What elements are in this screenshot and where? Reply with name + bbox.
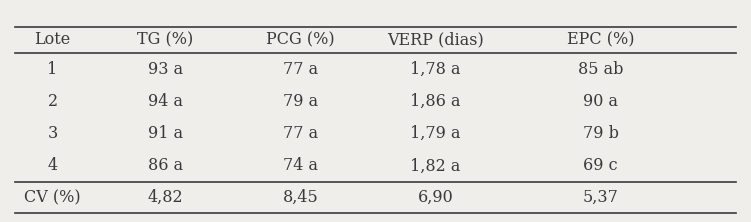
Text: 69 c: 69 c <box>584 157 618 174</box>
Text: 93 a: 93 a <box>148 61 182 78</box>
Text: 91 a: 91 a <box>148 125 182 142</box>
Text: VERP (dias): VERP (dias) <box>388 32 484 48</box>
Text: 1,86 a: 1,86 a <box>410 93 461 110</box>
Text: 77 a: 77 a <box>283 61 318 78</box>
Text: CV (%): CV (%) <box>24 189 81 206</box>
Text: 5,37: 5,37 <box>583 189 619 206</box>
Text: 77 a: 77 a <box>283 125 318 142</box>
Text: 1,82 a: 1,82 a <box>410 157 461 174</box>
Text: 74 a: 74 a <box>283 157 318 174</box>
Text: 2: 2 <box>47 93 58 110</box>
Text: 79 b: 79 b <box>583 125 619 142</box>
Text: 4,82: 4,82 <box>147 189 183 206</box>
Text: TG (%): TG (%) <box>137 32 193 48</box>
Text: PCG (%): PCG (%) <box>266 32 335 48</box>
Text: 6,90: 6,90 <box>418 189 454 206</box>
Text: 3: 3 <box>47 125 58 142</box>
Text: 8,45: 8,45 <box>282 189 318 206</box>
Text: EPC (%): EPC (%) <box>567 32 635 48</box>
Text: 1,78 a: 1,78 a <box>410 61 461 78</box>
Text: Lote: Lote <box>35 32 71 48</box>
Text: 86 a: 86 a <box>148 157 182 174</box>
Text: 1: 1 <box>47 61 58 78</box>
Text: 90 a: 90 a <box>584 93 618 110</box>
Text: 94 a: 94 a <box>148 93 182 110</box>
Text: 85 ab: 85 ab <box>578 61 623 78</box>
Text: 79 a: 79 a <box>283 93 318 110</box>
Text: 1,79 a: 1,79 a <box>410 125 461 142</box>
Text: 4: 4 <box>47 157 58 174</box>
